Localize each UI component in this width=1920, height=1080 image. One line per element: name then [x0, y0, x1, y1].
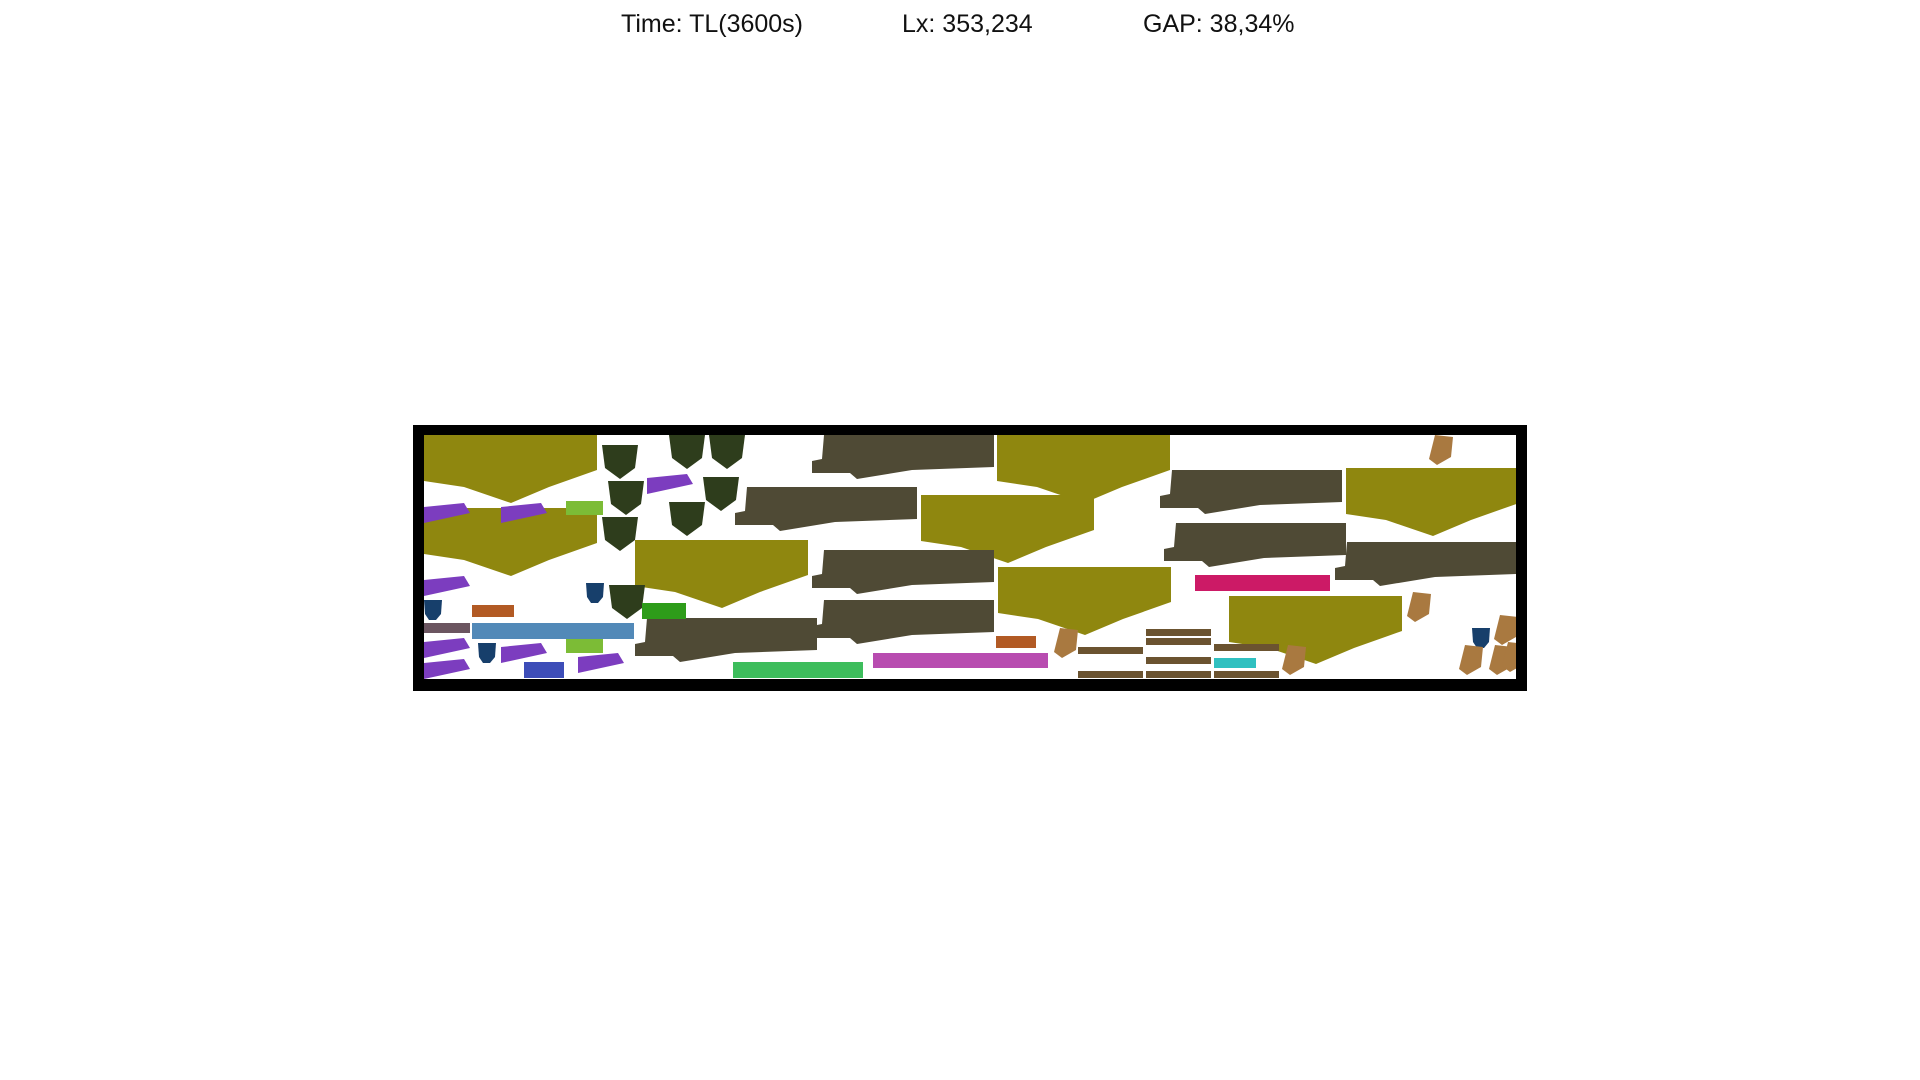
dark-green-shield-piece — [669, 502, 705, 536]
taupe-panel-piece — [735, 487, 917, 531]
brown-strip-piece — [1146, 671, 1211, 678]
lime-rect-piece — [566, 637, 603, 653]
purple-strip-piece — [424, 503, 470, 523]
taupe-panel-piece — [812, 550, 994, 594]
purple-strip-piece — [501, 503, 547, 523]
green-rect-piece — [642, 603, 686, 619]
olive-panel-piece — [424, 435, 597, 503]
navy-cup-piece — [478, 643, 496, 663]
navy-cup-piece — [1472, 628, 1490, 648]
taupe-panel-piece — [1164, 523, 1346, 567]
mauve-strip-piece — [424, 623, 470, 633]
dark-green-shield-piece — [709, 435, 745, 469]
dark-green-shield-piece — [608, 481, 644, 515]
navy-cup-piece — [424, 600, 442, 620]
dark-green-shield-piece — [669, 435, 705, 469]
brown-strip-piece — [1146, 638, 1211, 645]
magenta-bar-piece — [873, 653, 1048, 668]
tan-piece — [1282, 645, 1306, 675]
tan-piece — [1054, 628, 1078, 658]
olive-panel-piece — [1346, 468, 1516, 536]
olive-panel-piece — [998, 567, 1171, 635]
brown-strip-piece — [1078, 671, 1143, 678]
teal-strip-piece — [1214, 658, 1256, 668]
dark-green-shield-piece — [609, 585, 645, 619]
brown-strip-piece — [1146, 629, 1211, 636]
taupe-panel-piece — [812, 435, 994, 479]
lx-label: Lx: 353,234 — [902, 10, 1033, 38]
tan-piece — [1459, 645, 1483, 675]
nesting-sheet — [424, 435, 1516, 679]
olive-panel-piece — [1229, 596, 1402, 664]
pieces-layer — [424, 435, 1516, 679]
crimson-bar-piece — [1195, 575, 1330, 591]
tan-piece — [1429, 435, 1453, 465]
purple-strip-piece — [424, 638, 470, 658]
brown-strip-piece — [1214, 644, 1279, 651]
tan-piece — [1502, 642, 1516, 672]
tan-piece — [1407, 592, 1431, 622]
olive-panel-piece — [424, 508, 597, 576]
dark-green-shield-piece — [703, 477, 739, 511]
olive-panel-piece — [997, 435, 1170, 503]
purple-strip-piece — [647, 474, 693, 494]
time-label: Time: TL(3600s) — [621, 10, 804, 38]
taupe-panel-piece — [635, 618, 817, 662]
tan-piece — [1494, 615, 1516, 645]
taupe-panel-piece — [1335, 542, 1516, 586]
taupe-panel-piece — [1160, 470, 1342, 514]
navy-cup-piece — [586, 583, 604, 603]
dark-green-shield-piece — [602, 445, 638, 479]
orange-strip-piece — [996, 636, 1036, 648]
purple-strip-piece — [578, 653, 624, 673]
purple-strip-piece — [424, 659, 470, 679]
taupe-panel-piece — [812, 600, 994, 644]
steel-blue-bar-piece — [472, 623, 634, 639]
brown-strip-piece — [1146, 657, 1211, 664]
purple-strip-piece — [501, 643, 547, 663]
lime-rect-piece — [566, 501, 603, 515]
orange-strip-piece — [472, 605, 514, 617]
dark-green-shield-piece — [602, 517, 638, 551]
emerald-bar-piece — [733, 662, 863, 678]
olive-panel-piece — [921, 495, 1094, 563]
blue-rect-piece — [524, 662, 564, 678]
gap-label: GAP: 38,34% — [1143, 10, 1295, 38]
purple-strip-piece — [424, 576, 470, 596]
brown-strip-piece — [1078, 647, 1143, 654]
nesting-board-frame — [413, 425, 1527, 691]
olive-panel-piece — [635, 540, 808, 608]
brown-strip-piece — [1214, 671, 1279, 678]
